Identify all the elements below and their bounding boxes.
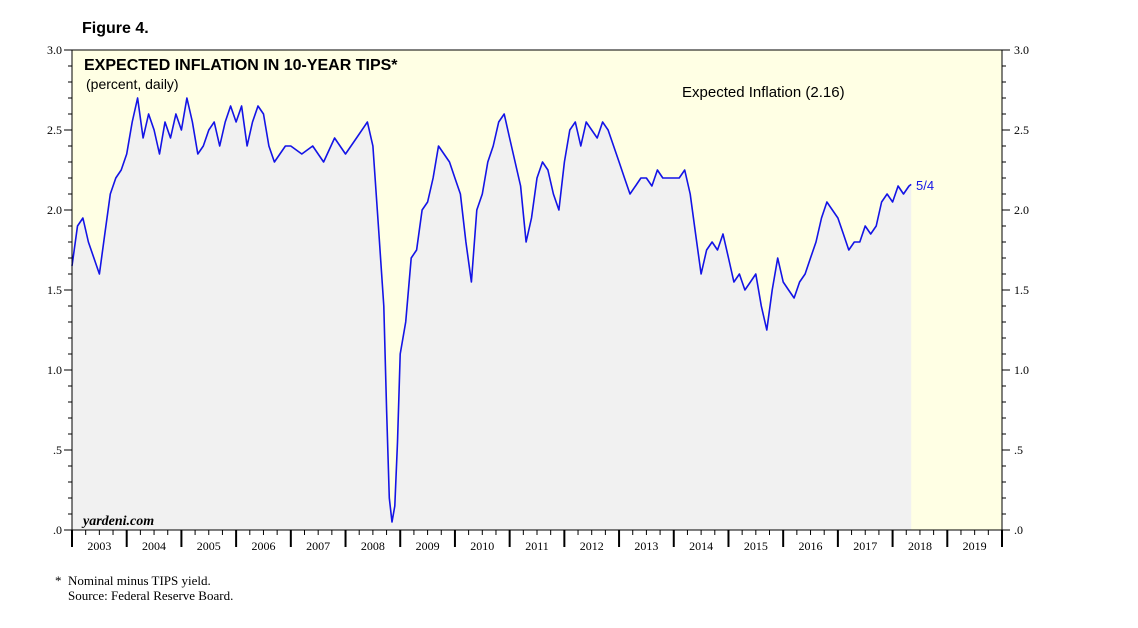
x-tick-label: 2013 bbox=[634, 539, 658, 553]
x-tick-label: 2011 bbox=[525, 539, 549, 553]
footnote-marker: * bbox=[55, 573, 62, 588]
x-tick-label: 2004 bbox=[142, 539, 166, 553]
x-tick-label: 2005 bbox=[197, 539, 221, 553]
y-tick-label-left: .5 bbox=[53, 443, 62, 457]
y-tick-label-left: 2.0 bbox=[47, 203, 62, 217]
y-tick-label-left: 1.5 bbox=[47, 283, 62, 297]
footnote-line-2: Source: Federal Reserve Board. bbox=[55, 588, 233, 603]
y-tick-label-left: .0 bbox=[53, 523, 62, 537]
x-tick-label: 2019 bbox=[963, 539, 987, 553]
y-tick-label-right: 1.5 bbox=[1014, 283, 1029, 297]
y-axis-right: .0 .5 1.0 1.5 2.0 2.5 3.0 bbox=[1002, 43, 1029, 537]
y-tick-label-right: .0 bbox=[1014, 523, 1023, 537]
y-tick-label-right: .5 bbox=[1014, 443, 1023, 457]
y-tick-label-left: 1.0 bbox=[47, 363, 62, 377]
expected-inflation-line bbox=[71, 97, 912, 523]
x-tick-label: 2006 bbox=[251, 539, 275, 553]
x-tick-label: 2018 bbox=[908, 539, 932, 553]
footnote-line-1: * Nominal minus TIPS yield. bbox=[55, 573, 233, 588]
y-tick-label-left: 3.0 bbox=[47, 43, 62, 57]
y-tick-label-right: 2.0 bbox=[1014, 203, 1029, 217]
y-axis-left: .0 .5 1.0 1.5 2.0 2.5 3.0 bbox=[47, 43, 72, 537]
x-tick-label: 2010 bbox=[470, 539, 494, 553]
y-tick-label-right: 2.5 bbox=[1014, 123, 1029, 137]
x-tick-label: 2003 bbox=[87, 539, 111, 553]
y-tick-label-left: 2.5 bbox=[47, 123, 62, 137]
x-tick-label: 2007 bbox=[306, 539, 330, 553]
watermark: yardeni.com bbox=[81, 514, 154, 529]
x-tick-label: 2008 bbox=[361, 539, 385, 553]
x-tick-label: 2012 bbox=[580, 539, 604, 553]
x-tick-label: 2014 bbox=[689, 539, 713, 553]
area-fill bbox=[72, 98, 912, 530]
footnote-text: Nominal minus TIPS yield. bbox=[68, 573, 211, 588]
x-axis: 2003 2004 2005 2006 2007 2008 2009 2010 2011 2012… bbox=[71, 530, 1003, 553]
chart-title: EXPECTED INFLATION IN 10-YEAR TIPS* bbox=[84, 57, 398, 74]
footnote: * Nominal minus TIPS yield. Source: Fede… bbox=[55, 573, 233, 603]
end-date-label: 5/4 bbox=[916, 178, 934, 193]
x-tick-label: 2016 bbox=[799, 539, 823, 553]
y-tick-label-right: 3.0 bbox=[1014, 43, 1029, 57]
x-tick-label: 2009 bbox=[416, 539, 440, 553]
x-tick-label: 2015 bbox=[744, 539, 768, 553]
y-tick-label-right: 1.0 bbox=[1014, 363, 1029, 377]
legend-text: Expected Inflation (2.16) bbox=[682, 84, 845, 101]
x-tick-label: 2017 bbox=[853, 539, 877, 553]
chart-subtitle: (percent, daily) bbox=[86, 76, 179, 92]
footnote-source: Source: Federal Reserve Board. bbox=[68, 588, 234, 603]
figure-label: Figure 4. bbox=[82, 20, 149, 37]
